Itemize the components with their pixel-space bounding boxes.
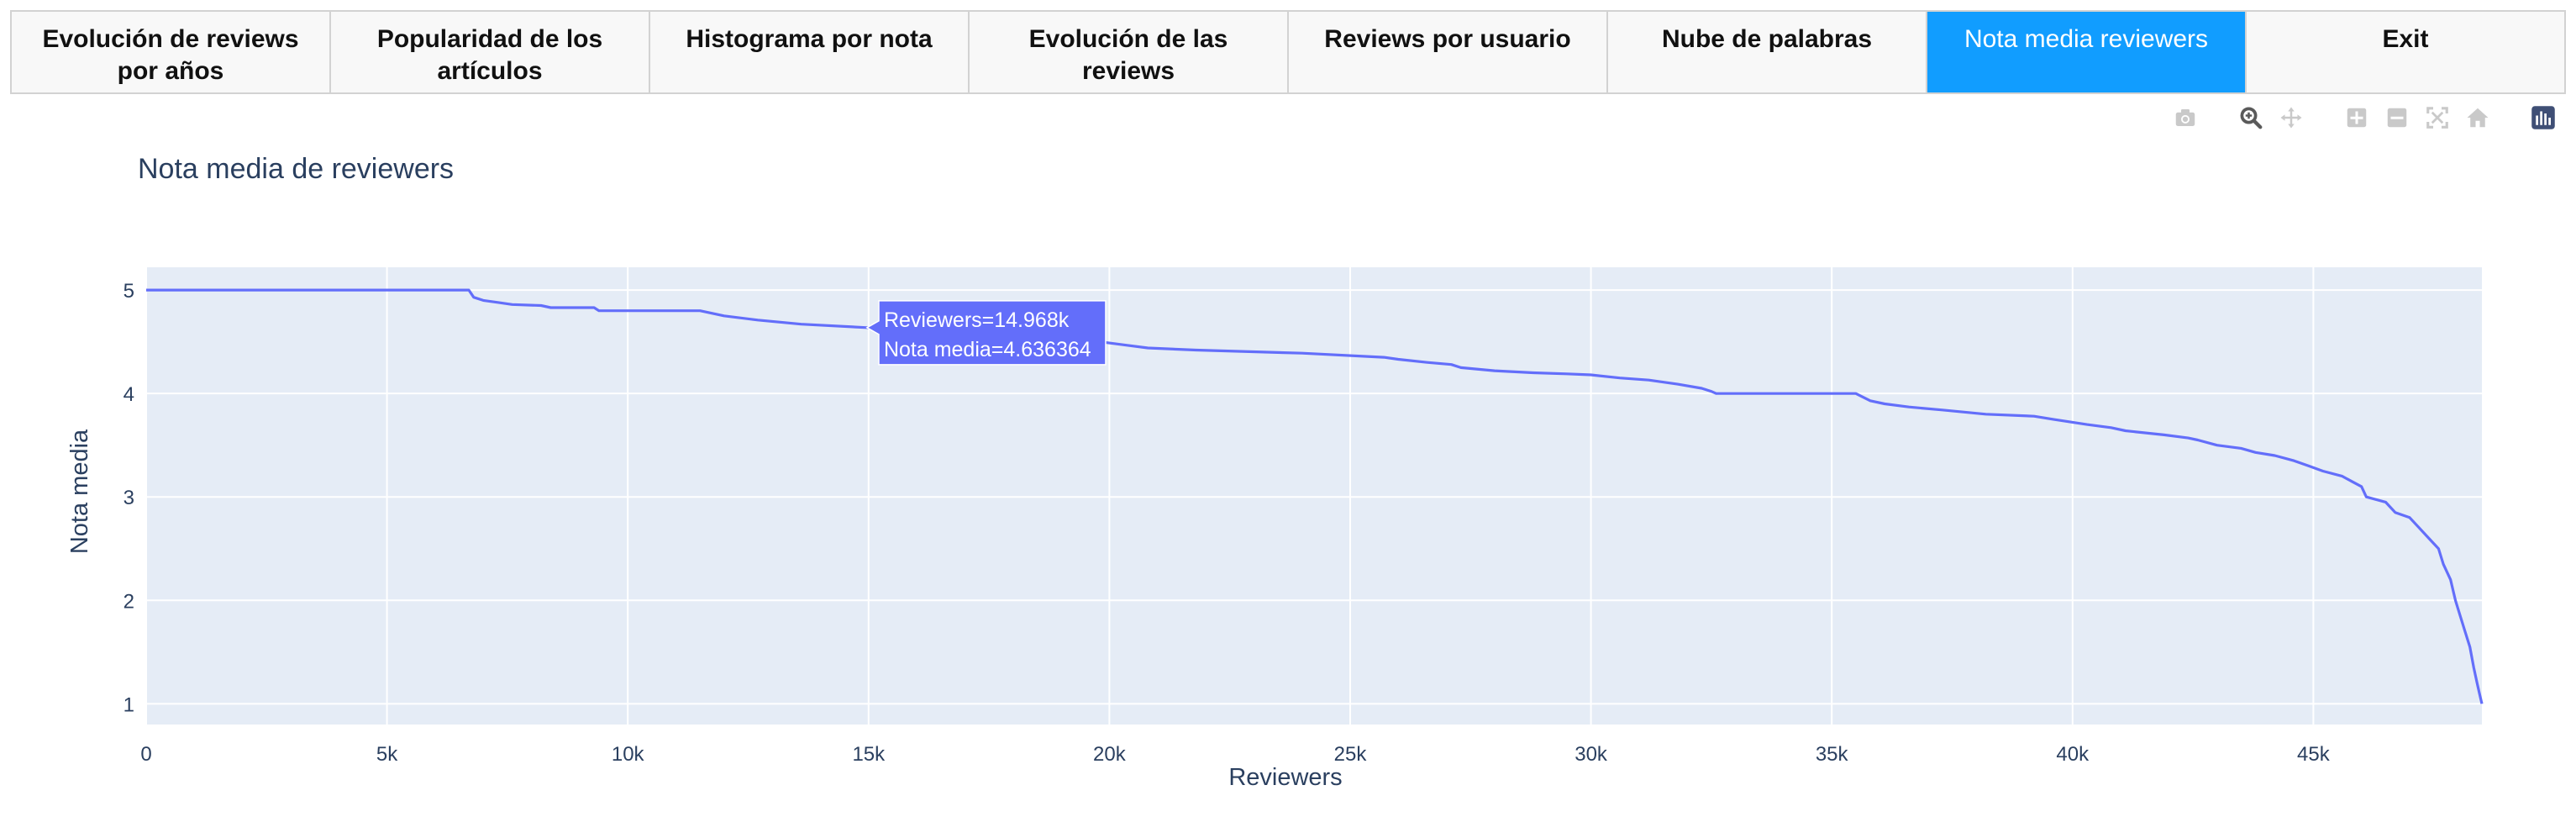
x-tick-label: 15k <box>852 743 886 766</box>
y-tick-label: 5 <box>124 280 134 303</box>
tab-exit[interactable]: Exit <box>2247 12 2564 92</box>
x-tick-label: 5k <box>376 743 398 766</box>
tab-label: Exit <box>2382 25 2429 53</box>
tab-label: Evolución de las reviews <box>1028 25 1228 85</box>
tab-label: Popularidad de los artículos <box>376 25 603 85</box>
tab-label: Evolución de reviews por años <box>42 25 299 85</box>
x-axis-label: Reviewers <box>1228 764 1342 791</box>
x-tick-label: 40k <box>2056 743 2090 766</box>
x-tick-label: 35k <box>1816 743 1849 766</box>
y-tick-labels: 1 2 3 4 5 <box>124 280 134 716</box>
tab-nube-palabras[interactable]: Nube de palabras <box>1608 12 1927 92</box>
x-tick-label: 20k <box>1093 743 1127 766</box>
tab-nota-media-reviewers[interactable]: Nota media reviewers <box>1927 12 2247 92</box>
y-grid <box>146 289 2482 705</box>
hover-tooltip: Reviewers=14.968k Nota media=4.636364 <box>865 300 1107 366</box>
autoscale-icon[interactable] <box>2423 103 2452 132</box>
x-tick-label: 45k <box>2297 743 2331 766</box>
x-tick-label: 0 <box>140 743 151 766</box>
plot-background <box>146 267 2482 725</box>
tab-evolucion-reviews[interactable]: Evolución de las reviews <box>970 12 1289 92</box>
chart-title: Nota media de reviewers <box>138 153 454 185</box>
y-tick-label: 3 <box>124 487 134 509</box>
x-grid <box>145 267 2315 725</box>
modebar <box>2171 103 2558 133</box>
series-line[interactable] <box>146 288 2484 704</box>
hover-tooltip-box <box>865 300 1107 366</box>
hover-x-label: Reviewers=14.968k <box>884 308 1070 332</box>
tab-label: Nube de palabras <box>1661 25 1873 53</box>
tab-popularidad-articulos[interactable]: Popularidad de los artículos <box>331 12 650 92</box>
tab-label: Nota media reviewers <box>1964 25 2209 53</box>
tab-histograma-nota[interactable]: Histograma por nota <box>650 12 970 92</box>
tab-reviews-usuario[interactable]: Reviews por usuario <box>1289 12 1608 92</box>
x-tick-label: 10k <box>612 743 645 766</box>
y-axis-label: Nota media <box>66 429 93 554</box>
tab-label: Reviews por usuario <box>1324 25 1571 53</box>
x-tick-labels: 0 5k 10k 15k 20k 25k 30k 35k 40k 45k <box>140 743 2330 766</box>
camera-icon[interactable] <box>2171 103 2200 132</box>
x-tick-label: 30k <box>1575 743 1608 766</box>
zoom-out-icon[interactable] <box>2383 103 2411 132</box>
tab-label: Histograma por nota <box>686 25 933 53</box>
hover-y-label: Nota media=4.636364 <box>884 338 1091 361</box>
y-tick-label: 4 <box>124 383 134 406</box>
pan-icon[interactable] <box>2277 103 2305 132</box>
tab-bar: Evolución de reviews por años Popularida… <box>10 10 2566 94</box>
x-tick-label: 25k <box>1334 743 1368 766</box>
y-tick-label: 1 <box>124 693 134 716</box>
zoom-in-icon[interactable] <box>2342 103 2371 132</box>
y-tick-label: 2 <box>124 590 134 613</box>
plotly-logo-icon[interactable] <box>2529 103 2558 132</box>
tab-evolucion-reviews-anios[interactable]: Evolución de reviews por años <box>12 12 331 92</box>
reset-axes-icon[interactable] <box>2463 103 2492 132</box>
zoom-icon[interactable] <box>2237 103 2265 132</box>
